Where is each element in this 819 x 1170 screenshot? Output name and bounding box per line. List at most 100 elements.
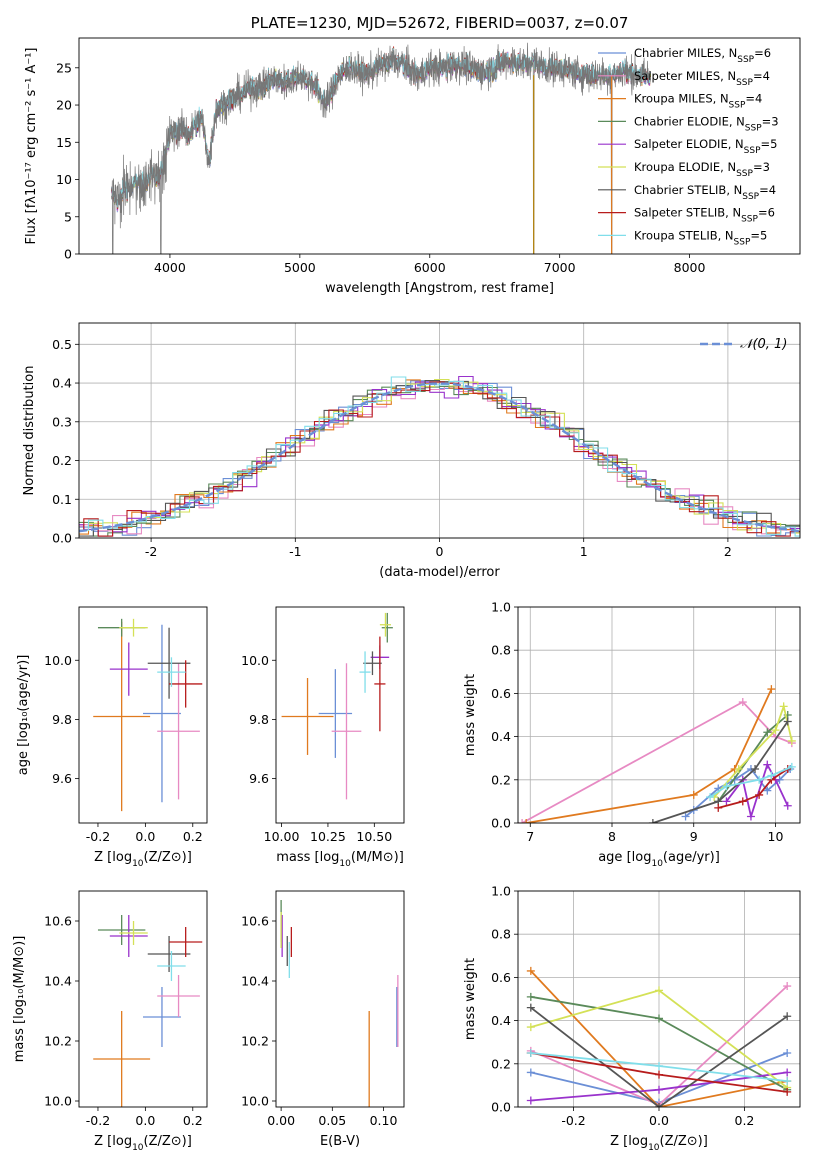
y-tick-label: 9.8: [52, 712, 72, 727]
weight-series-line: [652, 720, 789, 823]
x-tick-label: 8: [608, 829, 616, 844]
weight-point-marker: [763, 760, 772, 769]
weight-point-marker: [518, 819, 527, 823]
weight-point-marker: [722, 797, 731, 806]
weight-series-line: [530, 970, 788, 1107]
y-axis-label: Normed distribution: [22, 366, 37, 496]
legend: 𝒩(0, 1): [700, 337, 787, 352]
x-tick-label: 0.00: [267, 1113, 295, 1128]
weight-point-marker: [783, 1077, 792, 1086]
weight-point-marker: [746, 812, 755, 821]
weight-series-line: [521, 700, 793, 823]
axes-frame: [78, 37, 801, 255]
panel-ebv-mass: 0.00 0.05 0.10 10.0 10.2 10.4 10.6 E(B-V): [241, 890, 405, 1149]
x-tick-label: -2: [145, 544, 157, 559]
y-tick-label: 10.0: [44, 1094, 72, 1109]
weight-point-marker: [655, 1085, 663, 1094]
weight-point-marker: [689, 790, 698, 799]
x-axis-label: Z [log10(Z/Z⊙)]: [94, 1134, 192, 1153]
x-tick-label: 6000: [414, 260, 446, 275]
weight-point-marker: [751, 765, 760, 773]
legend-entry: Salpeter MILES, NSSP=4: [634, 69, 770, 88]
y-tick-label: 0: [64, 247, 72, 262]
weight-point-marker: [655, 1061, 663, 1070]
axes-frame: [275, 890, 405, 1108]
x-tick-label: 7: [526, 829, 534, 844]
axes-frame: [78, 606, 208, 824]
y-tick-label: 0.8: [491, 643, 511, 658]
weight-point-marker: [787, 762, 796, 771]
weight-point-marker: [734, 765, 743, 773]
x-tick-label: 5000: [284, 260, 316, 275]
weight-point-marker: [526, 992, 535, 1001]
y-tick-label: 20: [56, 98, 72, 113]
chart-title: PLATE=1230, MJD=52672, FIBERID=0037, z=0…: [251, 14, 629, 32]
y-tick-label: 0.4: [491, 1013, 511, 1028]
x-axis-label: Z [log10(Z/Z⊙)]: [94, 850, 192, 869]
weight-point-marker: [767, 771, 776, 780]
weight-point-marker: [655, 1070, 663, 1079]
panel-Z-mass: -0.2 0.0 0.2 10.0 10.2 10.4 10.6 Z [log10(Z/Z⊙)…: [12, 890, 208, 1153]
x-tick-label: 0.10: [370, 1113, 398, 1128]
axes-frame: [78, 322, 801, 539]
y-tick-label: 0.2: [491, 772, 511, 787]
weight-point-marker: [783, 1049, 792, 1057]
weight-point-marker: [779, 702, 788, 711]
panel-Z-weight: -0.2 0.0 0.2 0.0 0.2 0.4 0.6 0.8 1.0 Z [log10(Z/Z…: [463, 884, 801, 1153]
x-tick-label: 10.25: [310, 829, 346, 844]
y-tick-label: 0.3: [52, 414, 72, 429]
y-tick-label: 15: [56, 135, 72, 150]
x-axis-label: wavelength [Angstrom, rest frame]: [325, 281, 554, 296]
legend-entry: Chabrier STELIB, NSSP=4: [634, 183, 776, 202]
weight-point-marker: [783, 1087, 792, 1096]
weight-point-marker: [655, 1014, 663, 1023]
plot-area: [93, 618, 203, 812]
y-tick-label: 0.6: [491, 970, 511, 985]
weight-point-marker: [706, 793, 715, 802]
axes-frame: [275, 606, 405, 824]
x-tick-label: 0.2: [183, 1113, 203, 1128]
x-tick-label: 9: [690, 829, 698, 844]
x-tick-label: -0.2: [86, 829, 110, 844]
weight-point-marker: [783, 1068, 792, 1077]
weight-point-marker: [526, 1003, 535, 1012]
legend-entry: Chabrier MILES, NSSP=6: [634, 46, 771, 65]
x-axis-label: age [log10(age/yr)]: [598, 850, 720, 869]
plot-area: [518, 685, 796, 823]
y-tick-label: 10.2: [44, 1034, 72, 1049]
weight-point-marker: [722, 782, 731, 791]
weight-point-marker: [526, 1023, 535, 1032]
panel-residuals: -2 -1 0 1 2 0.0 0.1 0.2 0.3 0.4 0.5 (data-model)/er…: [22, 322, 801, 580]
y-tick-label: 1.0: [491, 600, 511, 615]
x-tick-label: -0.2: [561, 1113, 585, 1128]
normal-curve: [79, 382, 800, 533]
x-tick-label: 10.50: [356, 829, 392, 844]
y-tick-label: 0.1: [52, 492, 72, 507]
y-tick-label: 10.0: [241, 653, 269, 668]
x-axis-label: mass [log10(M/M⊙)]: [276, 850, 404, 869]
axes-frame: [517, 890, 801, 1108]
panel-Z-age: -0.2 0.0 0.2 9.6 9.8 10.0 Z [log10(Z/Z⊙)] age […: [16, 606, 208, 869]
weight-point-marker: [648, 819, 657, 823]
x-axis-label: E(B-V): [320, 1134, 360, 1149]
histogram-series: [79, 382, 800, 535]
x-tick-label: -1: [289, 544, 301, 559]
weight-point-marker: [783, 982, 792, 991]
x-tick-label: 2: [724, 544, 732, 559]
y-tick-label: 10.6: [44, 914, 72, 929]
weight-series-line: [718, 768, 789, 809]
x-tick-label: 0: [436, 544, 444, 559]
y-tick-label: 0.6: [491, 686, 511, 701]
y-tick-label: 1.0: [491, 884, 511, 899]
y-tick-label: 10.0: [241, 1094, 269, 1109]
y-tick-label: 0.2: [491, 1056, 511, 1071]
y-axis-label: mass [log₁₀(M/M⊙)]: [12, 936, 27, 1063]
x-tick-label: 0.0: [649, 1113, 669, 1128]
y-tick-label: 0.4: [491, 729, 511, 744]
x-tick-label: 0.05: [318, 1113, 346, 1128]
weight-point-marker: [783, 801, 792, 810]
weight-series-line: [530, 1006, 788, 1107]
weight-point-marker: [526, 1049, 535, 1057]
y-axis-label: mass weight: [463, 674, 478, 756]
weight-point-marker: [755, 790, 764, 799]
